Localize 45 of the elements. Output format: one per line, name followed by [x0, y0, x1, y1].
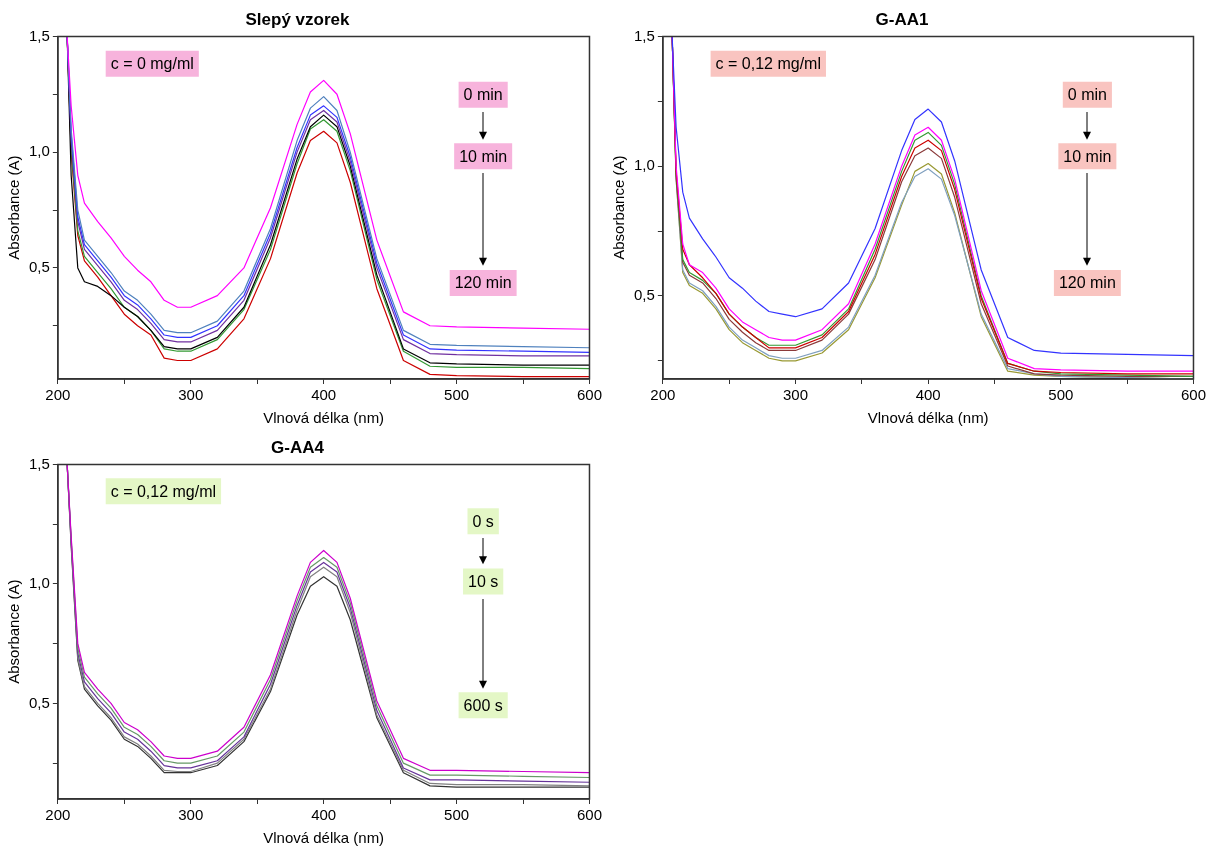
- y-axis-title: Absorbance (A): [610, 155, 628, 260]
- y-tick-label: 0,5: [633, 286, 655, 304]
- x-tick-label: 300: [178, 806, 204, 824]
- annotation: 600 s: [463, 696, 503, 714]
- annotation: c = 0,12 mg/ml: [715, 55, 821, 73]
- annotation: c = 0 mg/ml: [110, 55, 194, 73]
- x-tick-label: 300: [783, 386, 809, 404]
- y-tick-label: 0,5: [28, 258, 50, 276]
- y-tick-label: 1,5: [28, 454, 50, 472]
- annotation: 10 s: [468, 572, 499, 590]
- x-axis-title: Vlnová délka (nm): [263, 409, 385, 427]
- x-tick-label: 200: [45, 386, 71, 404]
- annotation: 0 min: [463, 86, 503, 104]
- y-tick-label: 1,0: [28, 142, 50, 160]
- y-axis-title: Absorbance (A): [5, 155, 23, 260]
- y-tick-label: 1,5: [633, 26, 655, 44]
- x-tick-label: 500: [444, 806, 470, 824]
- x-tick-label: 500: [444, 386, 470, 404]
- annotation: 120 min: [454, 274, 512, 292]
- x-tick-label: 500: [1048, 386, 1074, 404]
- y-axis-title: Absorbance (A): [5, 579, 23, 684]
- x-tick-label: 200: [45, 806, 71, 824]
- y-tick-label: 1,5: [28, 26, 50, 44]
- chart-title: G-AA1: [875, 9, 929, 29]
- x-axis-title: Vlnová délka (nm): [867, 409, 989, 427]
- x-tick-label: 600: [576, 806, 602, 824]
- annotation: 120 min: [1058, 274, 1116, 292]
- annotation: 0 s: [472, 512, 494, 530]
- x-tick-label: 400: [915, 386, 941, 404]
- x-tick-label: 200: [650, 386, 676, 404]
- y-tick-label: 1,0: [28, 574, 50, 592]
- x-tick-label: 400: [311, 806, 337, 824]
- x-tick-label: 600: [1180, 386, 1206, 404]
- x-tick-label: 400: [311, 386, 337, 404]
- y-tick-label: 0,5: [28, 693, 50, 711]
- x-axis-title: Vlnová délka (nm): [263, 829, 385, 847]
- annotation: 10 min: [1063, 147, 1112, 165]
- x-tick-label: 600: [576, 386, 602, 404]
- x-tick-label: 300: [178, 386, 204, 404]
- annotation: 10 min: [459, 147, 508, 165]
- chart-title: Slepý vzorek: [245, 9, 351, 29]
- chart-title: G-AA4: [271, 437, 325, 457]
- annotation: 0 min: [1067, 86, 1107, 104]
- y-tick-label: 1,0: [633, 156, 655, 174]
- annotation: c = 0,12 mg/ml: [110, 482, 217, 500]
